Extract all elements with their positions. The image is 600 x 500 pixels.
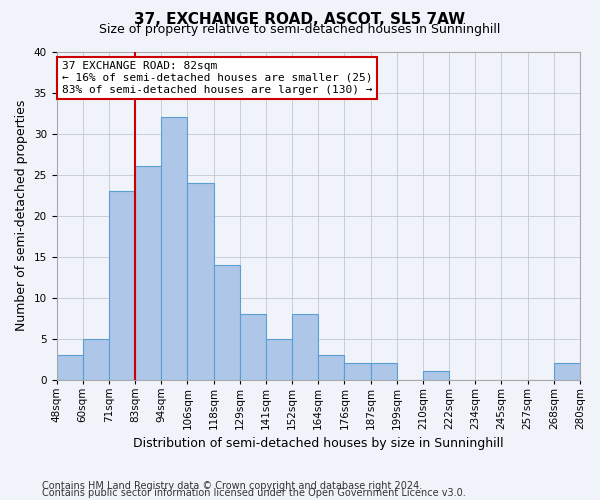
- Bar: [214, 265, 240, 380]
- Text: Contains public sector information licensed under the Open Government Licence v3: Contains public sector information licen…: [42, 488, 466, 498]
- Bar: [423, 372, 449, 380]
- X-axis label: Distribution of semi-detached houses by size in Sunninghill: Distribution of semi-detached houses by …: [133, 437, 503, 450]
- Bar: [109, 191, 135, 380]
- Bar: [83, 338, 109, 380]
- Text: Contains HM Land Registry data © Crown copyright and database right 2024.: Contains HM Land Registry data © Crown c…: [42, 481, 422, 491]
- Bar: [266, 338, 292, 380]
- Text: 37 EXCHANGE ROAD: 82sqm
← 16% of semi-detached houses are smaller (25)
83% of se: 37 EXCHANGE ROAD: 82sqm ← 16% of semi-de…: [62, 62, 372, 94]
- Bar: [292, 314, 318, 380]
- Bar: [554, 363, 580, 380]
- Bar: [371, 363, 397, 380]
- Bar: [56, 355, 83, 380]
- Text: Size of property relative to semi-detached houses in Sunninghill: Size of property relative to semi-detach…: [100, 22, 500, 36]
- Bar: [187, 182, 214, 380]
- Text: 37, EXCHANGE ROAD, ASCOT, SL5 7AW: 37, EXCHANGE ROAD, ASCOT, SL5 7AW: [134, 12, 466, 26]
- Bar: [135, 166, 161, 380]
- Y-axis label: Number of semi-detached properties: Number of semi-detached properties: [15, 100, 28, 331]
- Bar: [240, 314, 266, 380]
- Bar: [161, 117, 187, 380]
- Bar: [344, 363, 371, 380]
- Bar: [318, 355, 344, 380]
